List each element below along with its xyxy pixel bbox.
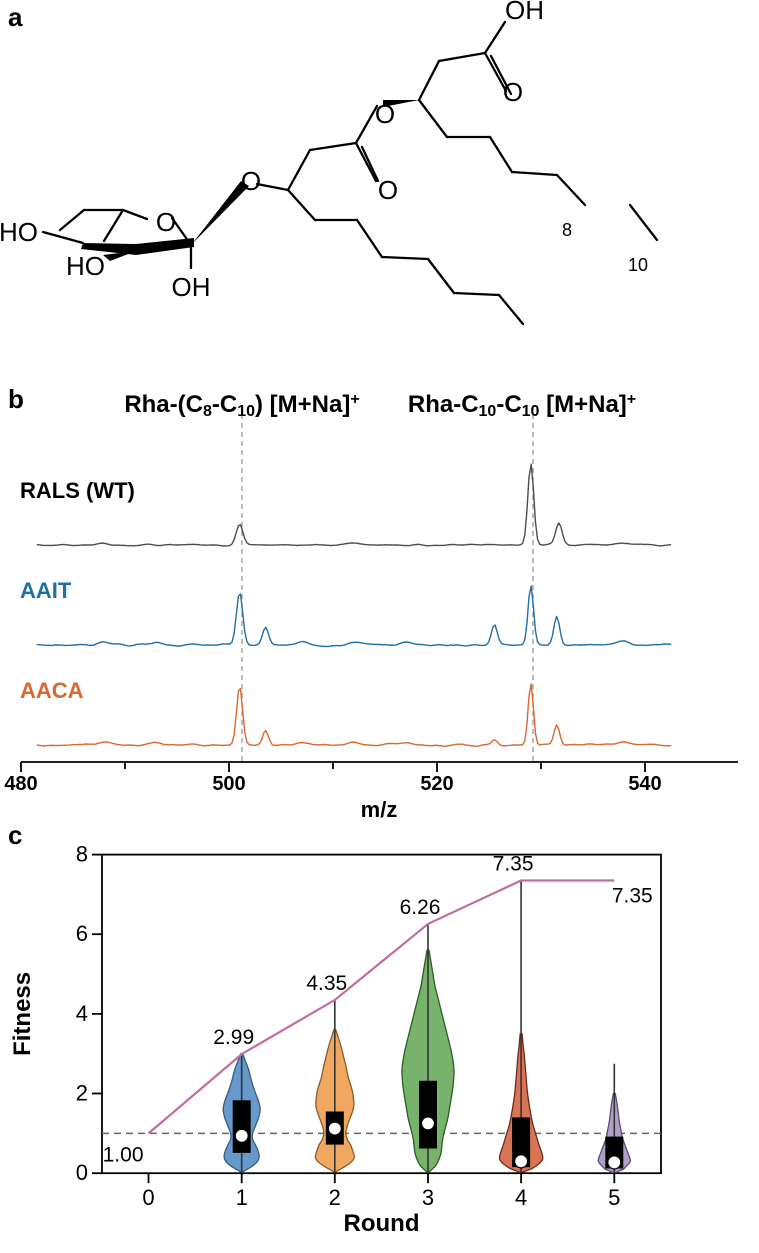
svg-text:HO: HO [66, 251, 105, 281]
svg-text:O: O [503, 77, 523, 107]
svg-text:520: 520 [420, 773, 453, 795]
svg-text:6: 6 [76, 921, 88, 946]
svg-text:Rha-(C8-C10) [M+Na]+: Rha-(C8-C10) [M+Na]+ [124, 391, 359, 420]
svg-text:O: O [241, 166, 261, 196]
svg-text:4.35: 4.35 [306, 972, 347, 995]
svg-text:OH: OH [172, 272, 211, 302]
svg-text:5: 5 [608, 1185, 620, 1210]
svg-text:7.35: 7.35 [612, 885, 653, 908]
svg-text:480: 480 [4, 773, 37, 795]
svg-text:7.35: 7.35 [493, 853, 534, 876]
svg-text:Fitness: Fitness [9, 972, 36, 1056]
svg-text:8: 8 [562, 220, 572, 240]
svg-text:8: 8 [76, 842, 88, 867]
svg-text:2.99: 2.99 [213, 1026, 254, 1049]
svg-text:10: 10 [628, 255, 648, 275]
svg-text:1.00: 1.00 [103, 1143, 144, 1166]
svg-text:0: 0 [142, 1185, 154, 1210]
svg-text:HO: HO [0, 217, 38, 247]
svg-text:6.26: 6.26 [400, 896, 441, 919]
svg-text:1: 1 [236, 1185, 248, 1210]
svg-text:4: 4 [76, 1001, 88, 1026]
svg-text:3: 3 [422, 1185, 434, 1210]
svg-text:540: 540 [628, 773, 661, 795]
svg-text:4: 4 [515, 1185, 527, 1210]
svg-text:500: 500 [212, 773, 245, 795]
svg-text:Rha-C10-C10 [M+Na]+: Rha-C10-C10 [M+Na]+ [408, 391, 636, 420]
svg-text:O: O [378, 175, 398, 205]
svg-text:0: 0 [76, 1160, 88, 1185]
svg-text:AACA: AACA [20, 678, 84, 703]
svg-text:OH: OH [505, 0, 544, 25]
svg-text:2: 2 [329, 1185, 341, 1210]
svg-text:O: O [375, 99, 395, 129]
svg-text:RALS (WT): RALS (WT) [20, 478, 135, 503]
svg-text:O: O [156, 207, 176, 237]
svg-text:2: 2 [76, 1081, 88, 1106]
svg-text:AAIT: AAIT [20, 578, 72, 603]
svg-text:Round: Round [344, 1210, 420, 1237]
